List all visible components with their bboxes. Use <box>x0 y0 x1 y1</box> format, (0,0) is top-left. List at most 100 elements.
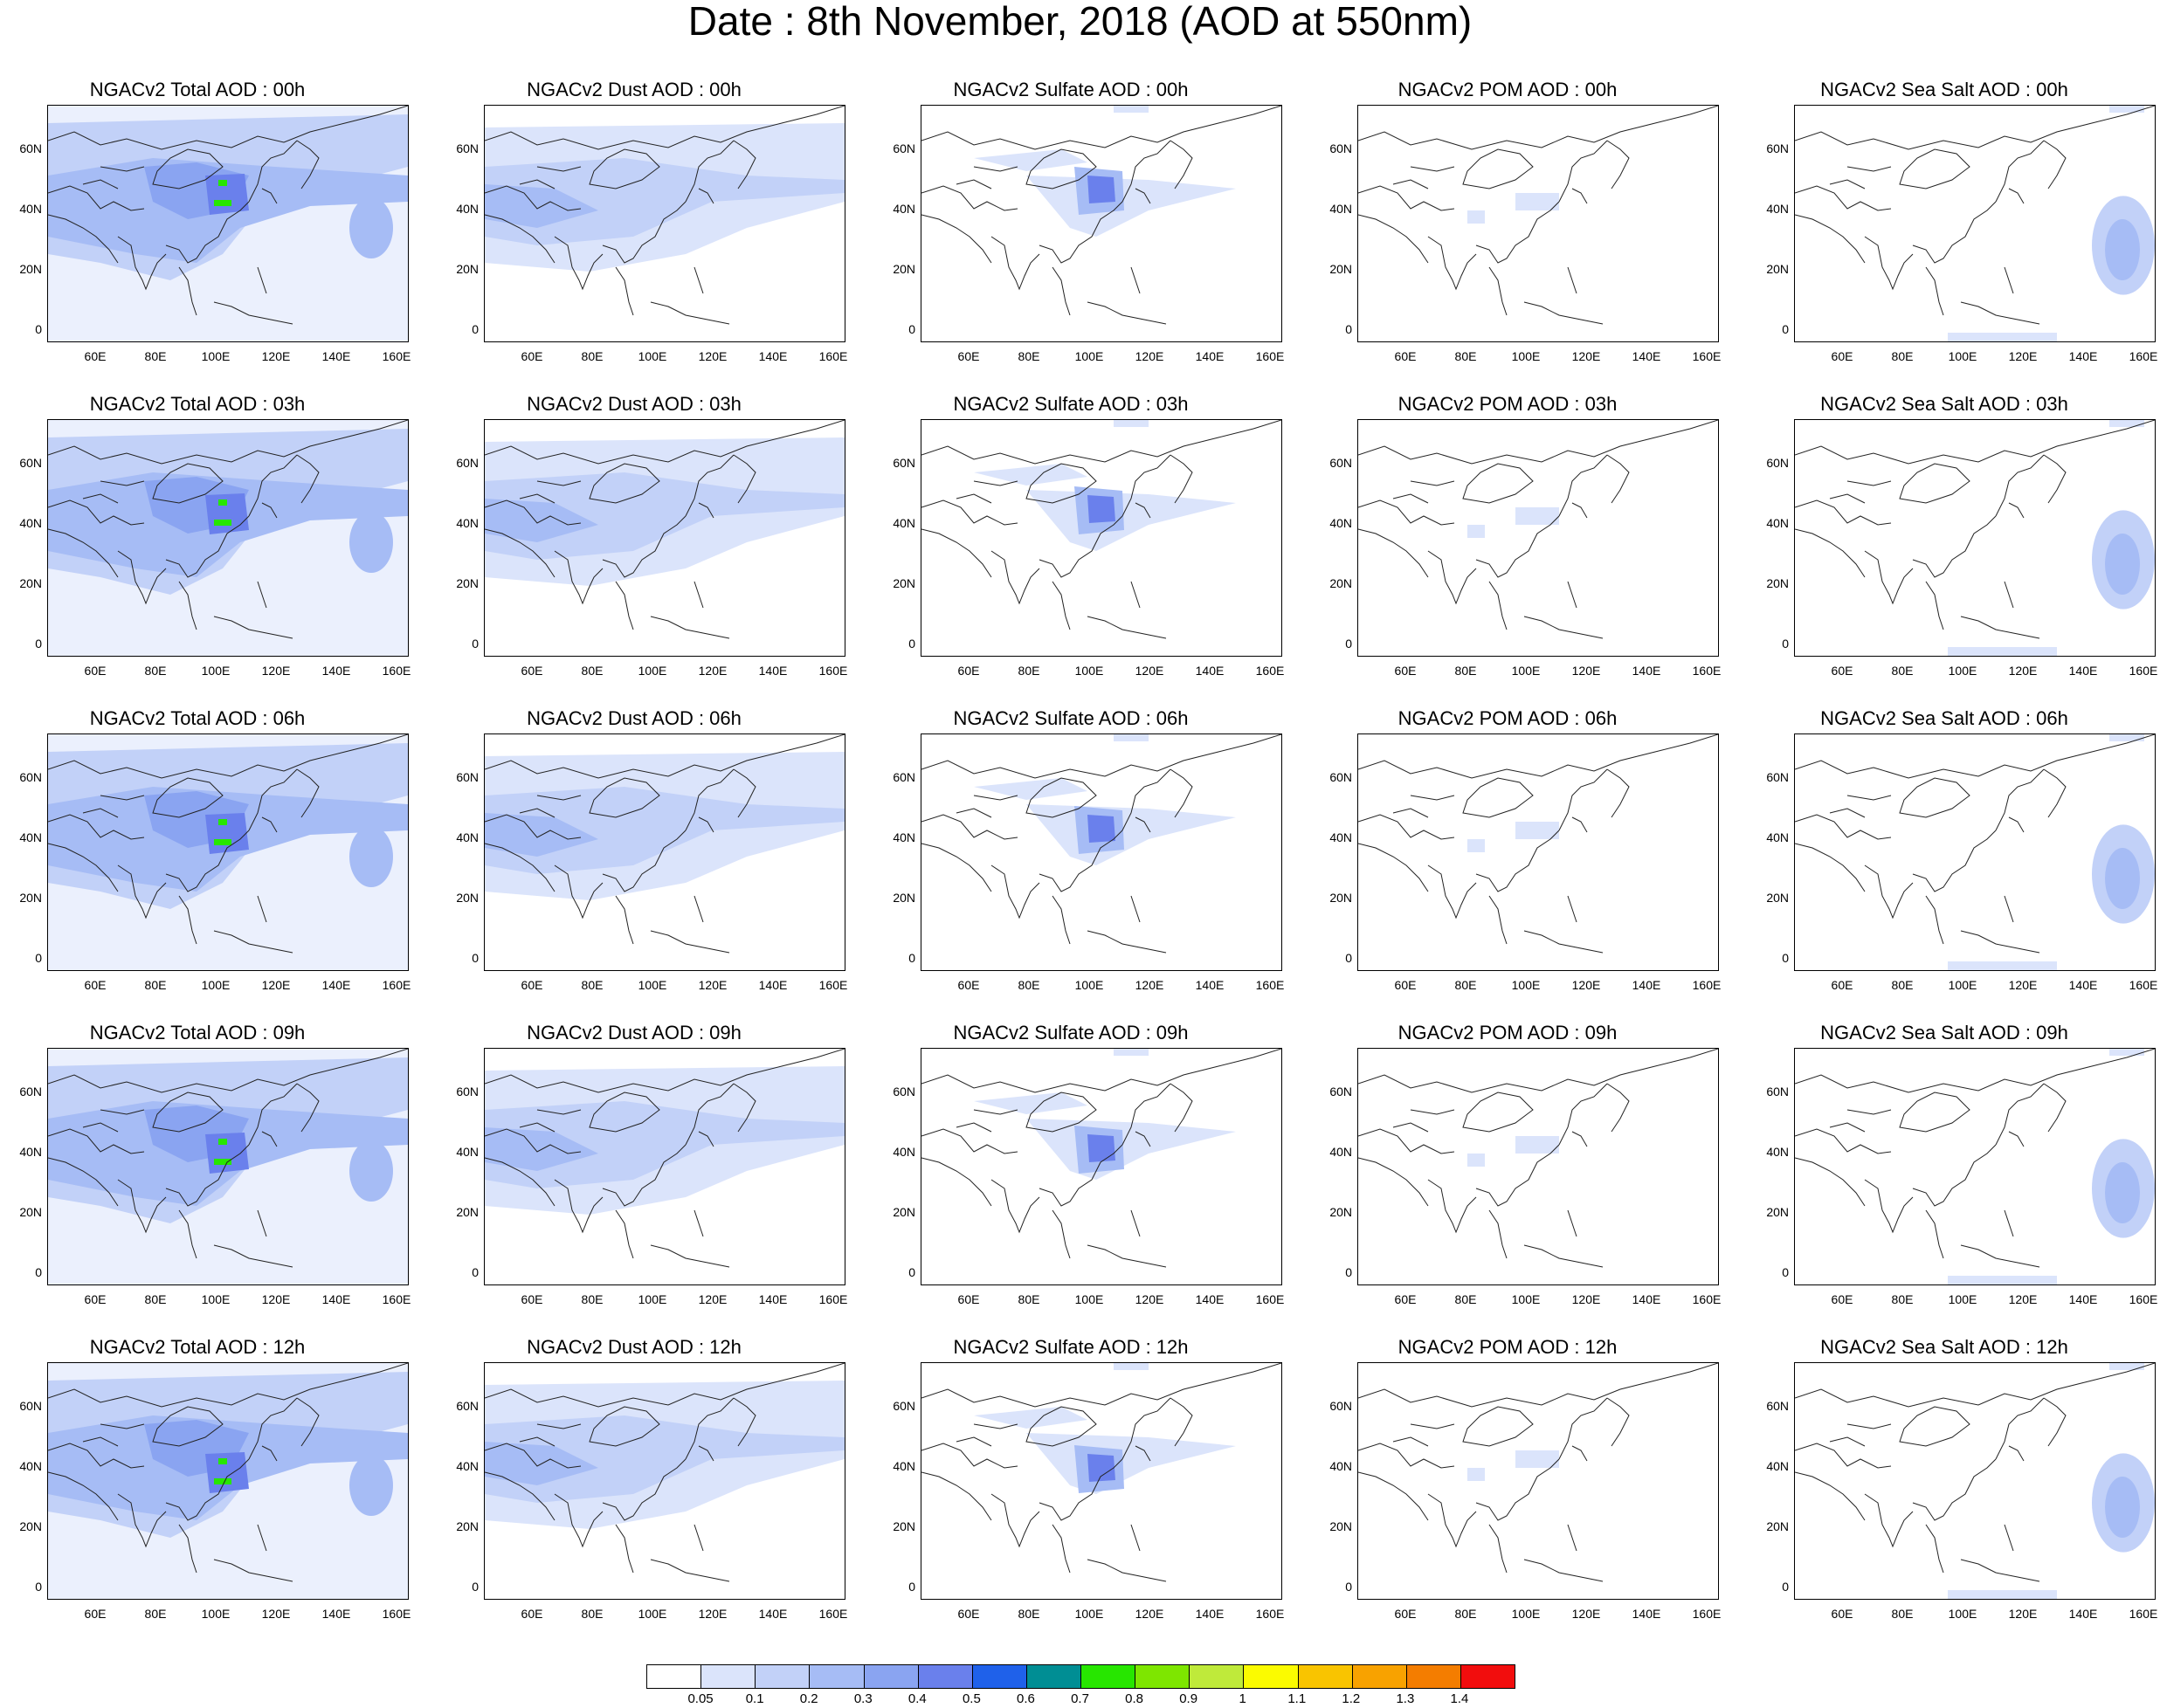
map-frame <box>1357 419 1719 657</box>
map-canvas <box>921 106 1281 325</box>
coastline-1 <box>48 1128 145 1154</box>
lon-tick-label: 120E <box>1571 664 1601 678</box>
lon-tick-label: 160E <box>2129 1292 2158 1306</box>
coastline-1 <box>48 499 145 526</box>
coastline-9 <box>1087 1244 1167 1268</box>
coastline-11 <box>1899 148 1970 189</box>
lat-tick-label: 40N <box>19 516 42 530</box>
coastline-8 <box>1052 1524 1071 1574</box>
lon-tick-label: 140E <box>1195 664 1225 678</box>
coastline-8 <box>1488 1524 1508 1574</box>
aod-shade-4 <box>1114 1363 1149 1370</box>
panel-title: NGACv2 Sulfate AOD : 12h <box>953 1336 1189 1358</box>
lat-tick-label: 40N <box>456 1459 479 1473</box>
lat-tick-label: 60N <box>1329 141 1352 155</box>
coastline-7 <box>1606 1083 1630 1133</box>
coastline-7 <box>2043 1083 2067 1133</box>
coastline-5 <box>1558 454 1608 517</box>
lat-tick-label: 0 <box>35 1580 42 1594</box>
aod-shade-7 <box>349 826 393 887</box>
coastline-4 <box>1912 1458 1997 1521</box>
coastline-8 <box>1052 1209 1071 1259</box>
coastline-0 <box>1795 420 2155 465</box>
lat-tick-label: 40N <box>893 1459 915 1473</box>
lon-tick-label: 80E <box>1891 1292 1914 1306</box>
coastline-8 <box>615 1209 634 1259</box>
coastline-12 <box>1846 1423 1892 1429</box>
coastline-9 <box>650 301 730 325</box>
coastline-11 <box>1462 463 1534 504</box>
aod-shade-3 <box>2109 420 2144 427</box>
lon-tick-label: 60E <box>84 1292 107 1306</box>
lon-tick-label: 100E <box>201 978 231 992</box>
coastline-6 <box>698 816 714 833</box>
lon-tick-label: 60E <box>957 1607 980 1621</box>
lon-tick-label: 140E <box>758 664 788 678</box>
lon-tick-label: 160E <box>818 664 848 678</box>
lon-tick-label: 60E <box>957 978 980 992</box>
lon-tick-label: 140E <box>758 349 788 363</box>
aod-shade-6 <box>214 1159 231 1165</box>
coastline-10 <box>2004 581 2014 609</box>
coastline-12 <box>536 1423 582 1429</box>
colorbar-cell <box>864 1665 919 1688</box>
coastline-6 <box>1571 502 1588 519</box>
lon-tick-label: 100E <box>1948 349 1977 363</box>
map-panel-total-3: NGACv2 Total AOD : 09h 60N 40N 20N 0 60E 80E 10… <box>5 1022 411 1319</box>
lat-tick-label: 0 <box>908 1265 915 1279</box>
coastline-5 <box>1121 768 1171 831</box>
lon-tick-label: 60E <box>1394 1292 1417 1306</box>
coastline-11 <box>152 1092 224 1133</box>
coastline-4 <box>1912 830 1997 892</box>
map-frame <box>47 733 409 971</box>
lon-tick-label: 80E <box>1018 349 1040 363</box>
coastline-12 <box>1410 166 1455 172</box>
coastline-3 <box>1427 236 1477 291</box>
coastline-7 <box>733 1397 756 1447</box>
aod-shade-3 <box>1087 1454 1115 1482</box>
lon-tick-label: 140E <box>1195 1607 1225 1621</box>
lon-tick-label: 100E <box>1074 349 1104 363</box>
coastline-9 <box>650 930 730 954</box>
lon-tick-label: 60E <box>1394 664 1417 678</box>
coastline-6 <box>1571 188 1588 204</box>
lon-tick-label: 140E <box>2068 664 2098 678</box>
coastline-6 <box>2008 502 2025 519</box>
coastline-10 <box>257 581 267 609</box>
coastline-2 <box>1795 1471 1866 1521</box>
lat-tick-label: 60N <box>1329 770 1352 784</box>
lon-tick-label: 80E <box>1018 978 1040 992</box>
lon-tick-label: 60E <box>521 1292 543 1306</box>
panel-title: NGACv2 Sea Salt AOD : 09h <box>1820 1022 2068 1043</box>
lon-tick-label: 140E <box>1632 978 1661 992</box>
coastline-4 <box>165 201 250 264</box>
coastline-11 <box>589 777 660 818</box>
lat-tick-label: 20N <box>1329 1205 1352 1219</box>
lon-tick-label: 80E <box>581 1607 604 1621</box>
lat-tick-label: 20N <box>893 576 915 590</box>
coastline-4 <box>1912 1144 1997 1207</box>
lat-tick-label: 40N <box>1766 1145 1789 1159</box>
coastline-6 <box>1135 502 1151 519</box>
lon-tick-label: 100E <box>638 1292 667 1306</box>
coastline-3 <box>554 864 604 919</box>
lon-tick-label: 140E <box>2068 1292 2098 1306</box>
coastline-9 <box>1087 301 1167 325</box>
lat-tick-label: 60N <box>1766 456 1789 470</box>
lat-tick-label: 40N <box>1329 830 1352 844</box>
coastline-4 <box>165 1458 250 1521</box>
aod-shade-0 <box>1515 822 1559 839</box>
lon-tick-label: 100E <box>1511 349 1541 363</box>
lon-tick-label: 120E <box>698 349 728 363</box>
coastline-8 <box>1488 895 1508 945</box>
coastline-6 <box>1135 1445 1151 1462</box>
aod-shade-7 <box>349 512 393 573</box>
lat-tick-label: 60N <box>1766 1399 1789 1413</box>
coastline-10 <box>257 895 267 923</box>
coastline-1 <box>921 499 1018 526</box>
aod-shade-2 <box>1948 961 2057 970</box>
coastline-13 <box>82 179 119 189</box>
lon-tick-label: 160E <box>2129 1607 2158 1621</box>
lat-tick-label: 20N <box>893 262 915 276</box>
coastline-13 <box>1392 1122 1429 1133</box>
